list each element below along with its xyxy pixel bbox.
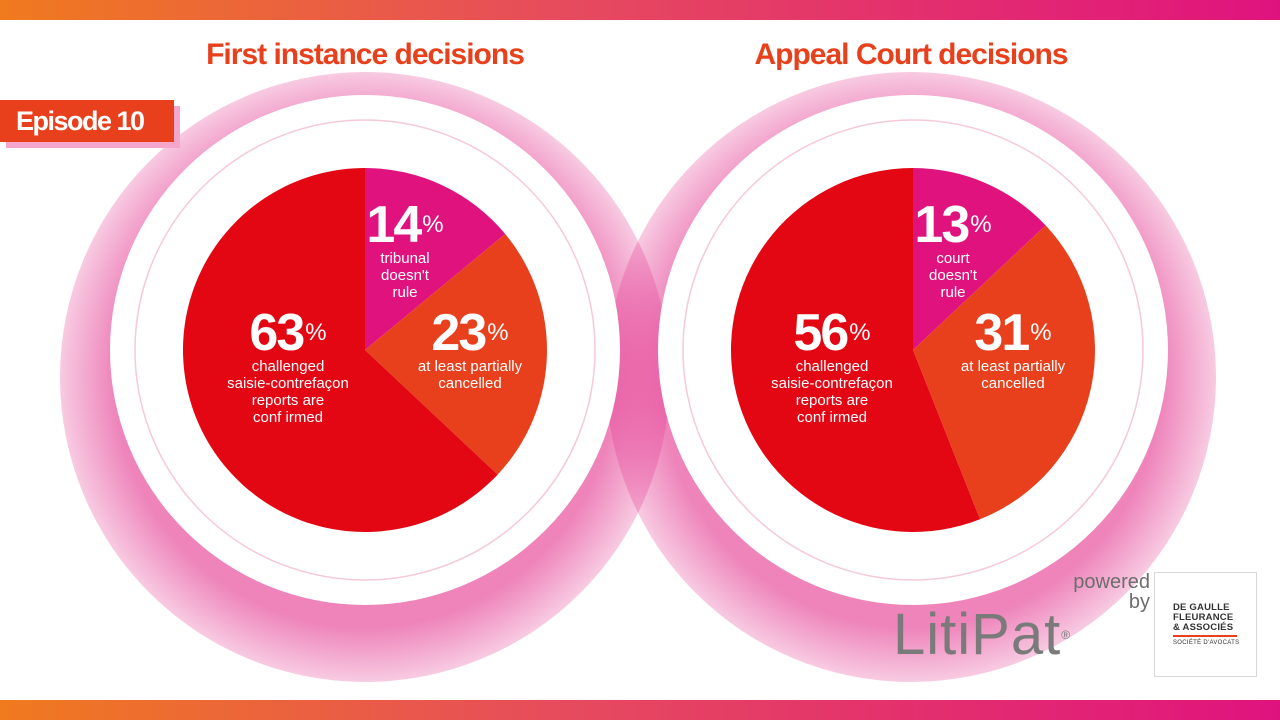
right-red-line3: reports are — [795, 392, 869, 409]
right-orange-line2: cancelled — [981, 375, 1045, 392]
pie-slice-left-2 — [183, 168, 498, 532]
law-firm-name: DE GAULLE FLEURANCE & ASSOCIÉS — [1173, 603, 1233, 633]
pie-slice-right-1 — [913, 225, 1095, 520]
left-red-slice-label: 63% challenged saisie-contrefaçon report… — [208, 304, 368, 426]
firm-line-1: DE GAULLE — [1173, 602, 1230, 613]
left-pink-slice-label: 14% tribunal doesn't rule — [362, 196, 448, 301]
right-chart-title: Appeal Court decisions — [754, 38, 1068, 71]
firm-rule — [1173, 635, 1237, 637]
right-pink-line3: rule — [940, 284, 966, 301]
pie-slice-right-0 — [913, 168, 1046, 350]
top-gradient-bar — [0, 0, 1280, 20]
left-red-value: 63% — [249, 304, 327, 362]
right-orange-slice-label: 31% at least partially cancelled — [943, 304, 1083, 392]
right-pink-line1: court — [936, 250, 970, 267]
left-chart-title: First instance decisions — [206, 38, 525, 71]
left-red-line3: reports are — [251, 392, 325, 409]
pie-slice-left-0 — [365, 168, 506, 350]
right-red-value: 56% — [793, 304, 871, 362]
left-pie-chart — [110, 95, 620, 605]
right-pie-chart — [658, 95, 1168, 605]
left-orange-value: 23% — [431, 304, 509, 362]
right-red-slice-label: 56% challenged saisie-contrefaçon report… — [752, 304, 912, 426]
left-pink-value: 14% — [366, 196, 444, 254]
law-firm-logo: DE GAULLE FLEURANCE & ASSOCIÉS SOCIÉTÉ D… — [1154, 572, 1257, 677]
powered-by-text: powered by — [1073, 571, 1150, 613]
firm-line-3: & ASSOCIÉS — [1173, 622, 1234, 633]
right-red-line1: challenged — [795, 358, 869, 375]
left-red-line1: challenged — [251, 358, 325, 375]
pie-slice-right-2 — [731, 168, 980, 532]
right-orange-value: 31% — [974, 304, 1052, 362]
bottom-gradient-bar — [0, 700, 1280, 720]
pie-slice-left-1 — [365, 233, 547, 475]
pie-plate-ring — [682, 119, 1144, 581]
left-red-line4: conf irmed — [252, 409, 324, 426]
left-red-line2: saisie-contrefaçon — [227, 375, 349, 392]
right-red-line2: saisie-contrefaçon — [771, 375, 893, 392]
left-orange-slice-label: 23% at least partially cancelled — [400, 304, 540, 392]
firm-line-2: FLEURANCE — [1173, 612, 1234, 623]
litipat-logo: LitiPat® — [893, 600, 1071, 670]
right-pink-line2: doesn't — [929, 267, 977, 284]
right-pink-slice-label: 13% court doesn't rule — [910, 196, 996, 301]
right-orange-line1: at least partially — [960, 358, 1066, 375]
firm-subtitle: SOCIÉTÉ D'AVOCATS — [1173, 640, 1240, 646]
right-pink-value: 13% — [914, 196, 992, 254]
episode-badge: Episode 10 — [0, 100, 174, 142]
right-red-line4: conf irmed — [796, 409, 868, 426]
left-pink-line2: doesn't — [381, 267, 429, 284]
litipat-wordmark: LitiPat — [893, 602, 1062, 667]
left-pink-line1: tribunal — [380, 250, 430, 267]
left-orange-line1: at least partially — [417, 358, 523, 375]
left-pink-line3: rule — [392, 284, 418, 301]
pie-plate-ring — [134, 119, 596, 581]
left-orange-line2: cancelled — [438, 375, 502, 392]
registered-mark: ® — [1061, 628, 1072, 642]
